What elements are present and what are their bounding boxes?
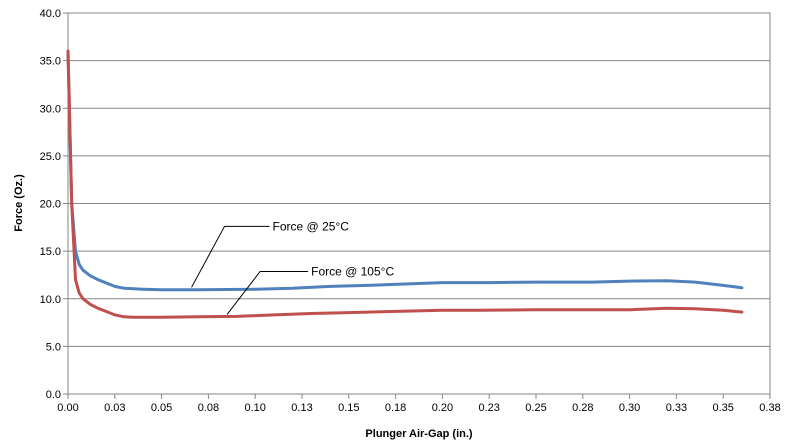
y-tick-label: 15.0 bbox=[40, 246, 61, 258]
x-tick-label: 0.23 bbox=[478, 402, 499, 414]
x-tick-label: 0.20 bbox=[432, 402, 453, 414]
x-tick-label: 0.13 bbox=[291, 402, 312, 414]
y-tick-label: 25.0 bbox=[40, 151, 61, 163]
x-tick-label: 0.05 bbox=[151, 402, 172, 414]
series-line-25c bbox=[66, 49, 744, 292]
y-tick-label: 30.0 bbox=[40, 103, 61, 115]
x-tick-label: 0.28 bbox=[572, 402, 593, 414]
y-tick-label: 35.0 bbox=[40, 56, 61, 68]
y-tick-label: 20.0 bbox=[40, 199, 61, 211]
annotations: Force @ 25°C Force @ 105°C bbox=[191, 219, 394, 315]
x-tick-label: 0.25 bbox=[525, 402, 546, 414]
annotation-leader bbox=[191, 225, 270, 288]
x-tick-label: 0.10 bbox=[244, 402, 265, 414]
annotation-leader bbox=[226, 270, 309, 315]
x-tick-label: 0.00 bbox=[57, 402, 78, 414]
x-tick-label: 0.30 bbox=[619, 402, 640, 414]
y-tick-label: 5.0 bbox=[46, 341, 61, 353]
y-tick-label: 40.0 bbox=[40, 8, 61, 20]
x-tick-label: 0.38 bbox=[759, 402, 780, 414]
annotation-label: Force @ 105°C bbox=[311, 264, 394, 278]
series-line-105c bbox=[66, 49, 744, 319]
y-tick-label: 0.0 bbox=[46, 389, 61, 401]
x-tick-label: 0.18 bbox=[385, 402, 406, 414]
x-tick-label: 0.08 bbox=[198, 402, 219, 414]
x-tick-label: 0.03 bbox=[104, 402, 125, 414]
y-axis-title: Force (Oz.) bbox=[13, 174, 25, 232]
x-tick-label: 0.15 bbox=[338, 402, 359, 414]
x-tick-label: 0.33 bbox=[666, 402, 687, 414]
annotation-label: Force @ 25°C bbox=[273, 219, 350, 233]
y-tick-label: 10.0 bbox=[40, 294, 61, 306]
x-tick-label: 0.35 bbox=[712, 402, 733, 414]
grid-lines bbox=[68, 60, 770, 347]
series-lines bbox=[66, 49, 744, 319]
x-axis-title: Plunger Air-Gap (in.) bbox=[365, 428, 472, 440]
axes: 0.0 5.0 10.0 15.0 20.0 25.0 30.0 35.0 40.0 0.00 0.… bbox=[40, 8, 781, 414]
